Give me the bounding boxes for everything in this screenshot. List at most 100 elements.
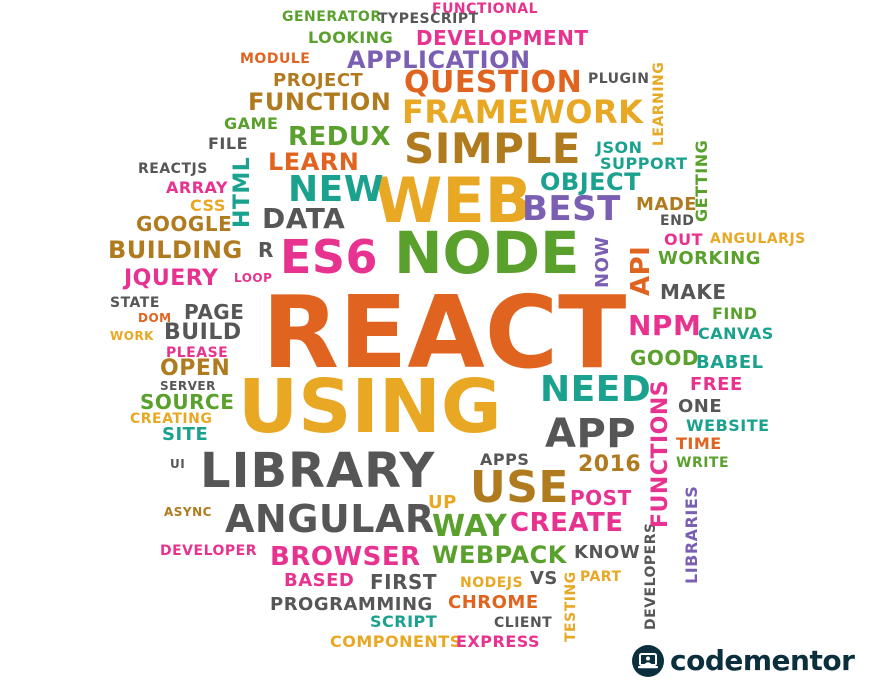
word-using: USING	[238, 364, 502, 450]
word-working: WORKING	[658, 248, 762, 269]
word-angularjs: ANGULARJS	[710, 231, 806, 247]
word-npm: NPM	[628, 309, 702, 342]
word-website: WEBSITE	[686, 416, 770, 435]
word-data: DATA	[262, 202, 346, 235]
word-loop: LOOP	[234, 271, 273, 285]
word-api: API	[626, 245, 656, 296]
word-please: PLEASE	[166, 345, 229, 361]
word-need: NEED	[540, 369, 652, 410]
word-function: FUNCTION	[248, 88, 392, 116]
word-support: SUPPORT	[600, 154, 688, 173]
word-dom: DOM	[138, 311, 172, 325]
word-question: QUESTION	[404, 65, 583, 100]
word-object: OBJECT	[540, 168, 642, 196]
word-creating: CREATING	[130, 411, 213, 427]
word-apps: APPS	[480, 450, 530, 469]
word-r: R	[258, 238, 274, 262]
word-app: APP	[545, 411, 637, 457]
word-project: PROJECT	[273, 70, 364, 91]
word-es6: ES6	[280, 230, 379, 284]
brand-name: codementor	[670, 644, 855, 677]
word-server: SERVER	[160, 379, 216, 393]
word-node: NODE	[394, 219, 580, 287]
word-functional: FUNCTIONAL	[432, 1, 539, 17]
word-find: FIND	[712, 304, 758, 323]
laptop-person-icon	[632, 644, 664, 677]
word-plugin: PLUGIN	[588, 71, 650, 87]
word-simple: SIMPLE	[404, 124, 581, 173]
word-looking: LOOKING	[308, 28, 394, 47]
word-end: END	[660, 213, 695, 229]
word-good: GOOD	[630, 346, 700, 370]
word-developer: DEVELOPER	[160, 543, 258, 559]
word-file: FILE	[208, 134, 249, 153]
word-async: ASYNC	[164, 505, 212, 519]
word-script: SCRIPT	[370, 612, 438, 631]
word-part: PART	[580, 569, 622, 585]
word-first: FIRST	[370, 570, 438, 594]
word-client: CLIENT	[494, 615, 553, 631]
codementor-logo: codementor	[632, 644, 855, 677]
word-one: ONE	[678, 396, 723, 417]
word-web: WEB	[374, 164, 532, 237]
word-building: BUILDING	[108, 236, 243, 264]
word-module: MODULE	[240, 51, 311, 67]
word-generator: GENERATOR	[282, 9, 382, 25]
word-programming: PROGRAMMING	[270, 594, 433, 615]
word-learning: LEARNING	[651, 61, 667, 146]
word-development: DEVELOPMENT	[416, 26, 589, 50]
word-jquery: JQUERY	[124, 266, 219, 291]
word-state: STATE	[110, 295, 160, 311]
word-developers: DEVELOPERS	[643, 522, 659, 630]
word-babel: BABEL	[696, 352, 764, 373]
word-made: MADE	[636, 194, 698, 215]
word-libraries: LIBRARIES	[682, 485, 701, 584]
word-json: JSON	[596, 138, 643, 157]
word-functions: FUNCTIONS	[648, 379, 673, 528]
word-open: OPEN	[160, 356, 231, 381]
word-make: MAKE	[660, 280, 727, 304]
word-page: PAGE	[184, 300, 245, 324]
word-source: SOURCE	[140, 390, 235, 414]
word-up: UP	[428, 492, 457, 513]
word-testing: TESTING	[563, 571, 579, 642]
word-express: EXPRESS	[456, 632, 541, 651]
word-know: KNOW	[574, 542, 641, 563]
word-canvas: CANVAS	[698, 324, 774, 343]
word-based: BASED	[284, 570, 355, 591]
word-create: CREATE	[510, 508, 624, 538]
word-now: NOW	[592, 236, 613, 288]
word-webpack: WEBPACK	[432, 541, 567, 569]
word-css: CSS	[190, 196, 226, 215]
word-array: ARRAY	[166, 178, 228, 197]
word-chrome: CHROME	[448, 592, 539, 613]
word-nodejs: NODEJS	[460, 575, 524, 591]
word-typescript: TYPESCRIPT	[378, 11, 479, 27]
word-free: FREE	[690, 374, 743, 395]
word-reactjs: REACTJS	[138, 161, 208, 177]
word-react: REACT	[262, 274, 627, 391]
word-new: NEW	[288, 169, 384, 210]
word-use: USE	[470, 462, 569, 513]
word-browser: BROWSER	[270, 542, 421, 572]
word-redux: REDUX	[288, 122, 392, 152]
word-time: TIME	[676, 434, 722, 453]
word-google: GOOGLE	[136, 212, 233, 236]
word-site: SITE	[162, 424, 209, 445]
word-html: HTML	[230, 156, 255, 228]
word-learn: LEARN	[268, 148, 360, 176]
word-build: BUILD	[164, 320, 242, 345]
word-components: COMPONENTS	[330, 632, 462, 651]
word-post: POST	[570, 486, 632, 510]
word-getting: GETTING	[692, 139, 711, 222]
word-best: BEST	[522, 189, 621, 229]
word-game: GAME	[224, 114, 279, 133]
word-angular: ANGULAR	[225, 497, 435, 541]
word-write: WRITE	[676, 455, 730, 471]
word-application: APPLICATION	[347, 46, 531, 74]
word-work: WORK	[110, 329, 154, 343]
word-out: OUT	[664, 230, 704, 249]
word-library: LIBRARY	[200, 443, 436, 499]
word-vs: VS	[530, 568, 558, 589]
